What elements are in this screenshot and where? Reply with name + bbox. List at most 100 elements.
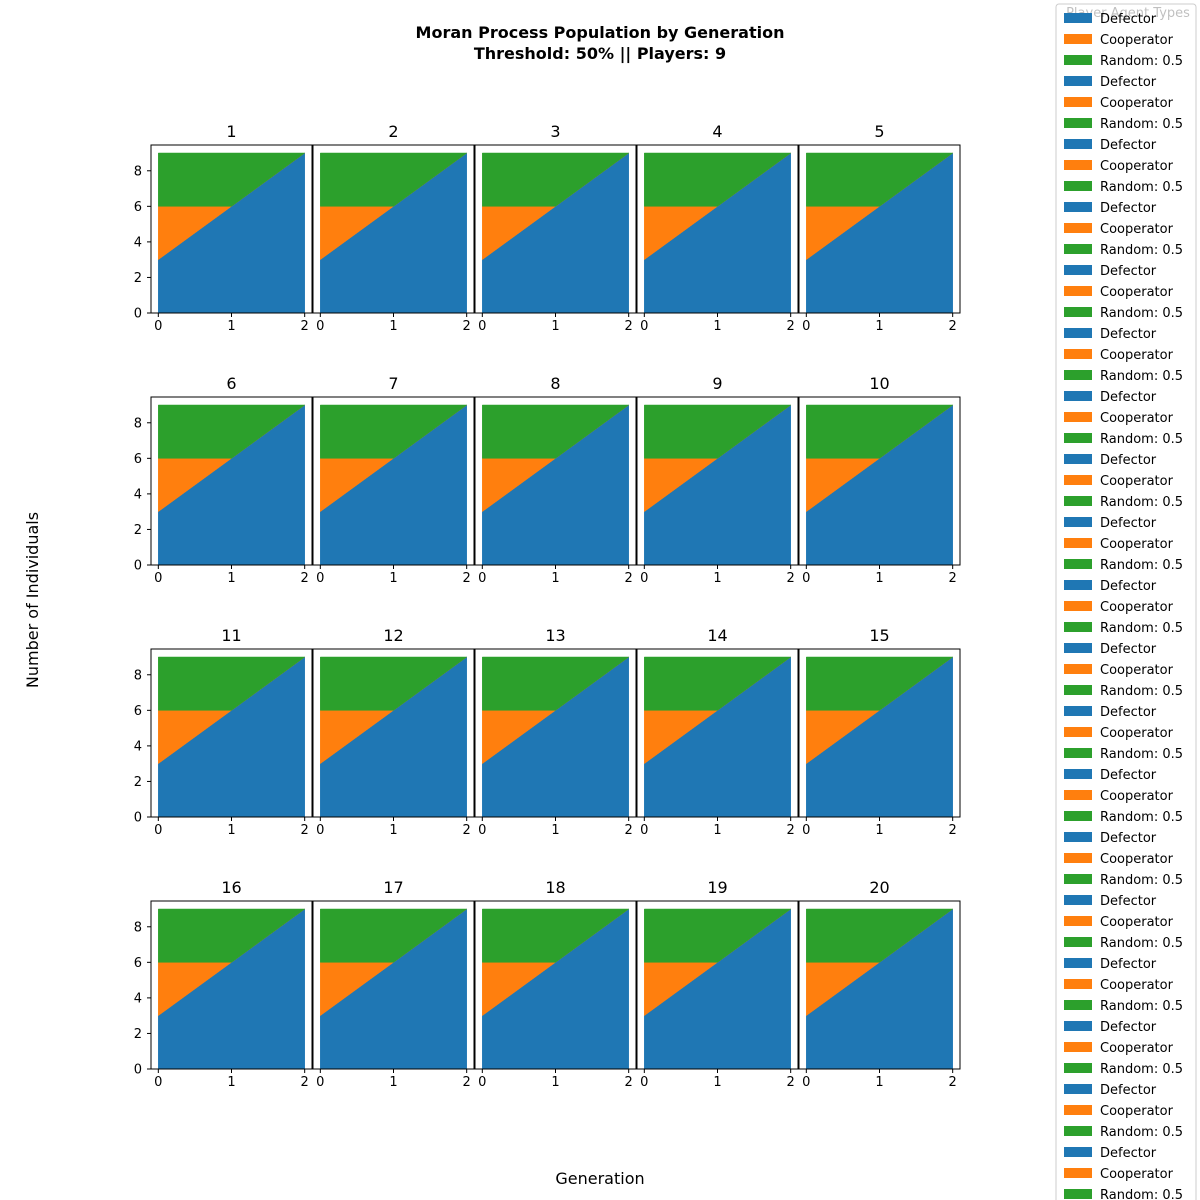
legend-swatch bbox=[1064, 811, 1092, 821]
panel-title: 10 bbox=[869, 374, 889, 393]
subplot-panel: 20 0 1 2 bbox=[798, 878, 961, 1090]
legend-entry: Cooperator bbox=[1064, 1041, 1174, 1056]
subplot-panel: 7 0 1 2 bbox=[312, 374, 475, 586]
legend-entry: Defector bbox=[1064, 138, 1157, 153]
x-tick-label: 1 bbox=[551, 571, 559, 586]
legend-label: Defector bbox=[1100, 453, 1157, 468]
legend-label: Cooperator bbox=[1100, 852, 1174, 867]
panel-title: 17 bbox=[383, 878, 403, 897]
subplot-panel: 3 0 1 2 bbox=[474, 122, 637, 334]
legend-swatch bbox=[1064, 139, 1092, 149]
legend-label: Defector bbox=[1100, 768, 1157, 783]
legend-label: Cooperator bbox=[1100, 1041, 1174, 1056]
legend-entry: Cooperator bbox=[1064, 663, 1174, 678]
legend-label: Cooperator bbox=[1100, 789, 1174, 804]
x-tick-label: 0 bbox=[640, 823, 648, 838]
legend-swatch bbox=[1064, 559, 1092, 569]
x-tick-label: 2 bbox=[787, 1075, 795, 1090]
legend-swatch bbox=[1064, 895, 1092, 905]
legend-entry: Defector bbox=[1064, 1146, 1157, 1161]
legend-label: Cooperator bbox=[1100, 1104, 1174, 1119]
panel-title: 4 bbox=[712, 122, 722, 141]
subplot-panel: 120 1 2 bbox=[312, 626, 475, 838]
y-tick-label: 2 bbox=[134, 271, 142, 286]
x-tick-label: 1 bbox=[875, 319, 883, 334]
legend-entry: Cooperator bbox=[1064, 96, 1174, 111]
legend-entry: Random: 0.5 bbox=[1064, 495, 1183, 510]
legend-swatch bbox=[1064, 1126, 1092, 1136]
panel-title: 6 bbox=[226, 374, 236, 393]
legend-entry: Defector bbox=[1064, 327, 1157, 342]
area-random-0-5 bbox=[644, 908, 792, 963]
legend-swatch bbox=[1064, 874, 1092, 884]
y-tick-label: 0 bbox=[134, 1063, 142, 1078]
y-axis-label: Number of Individuals bbox=[23, 512, 42, 688]
legend-label: Cooperator bbox=[1100, 159, 1174, 174]
legend-entry: Defector bbox=[1064, 12, 1157, 27]
legend-label: Defector bbox=[1100, 264, 1157, 279]
panel-title: 7 bbox=[388, 374, 398, 393]
x-tick-label: 1 bbox=[713, 823, 721, 838]
subplot-panel: 11 0 1 2 0 2 4 6 8 bbox=[134, 626, 313, 838]
x-tick-label: 1 bbox=[227, 823, 235, 838]
x-tick-label: 0 bbox=[640, 319, 648, 334]
area-random-0-5 bbox=[482, 656, 630, 711]
x-tick-label: 2 bbox=[625, 1075, 633, 1090]
legend-swatch bbox=[1064, 643, 1092, 653]
x-tick-label: 2 bbox=[301, 823, 309, 838]
x-tick-label: 2 bbox=[463, 571, 471, 586]
legend-swatch bbox=[1064, 244, 1092, 254]
legend-entry: Random: 0.5 bbox=[1064, 117, 1183, 132]
legend-label: Defector bbox=[1100, 894, 1157, 909]
x-tick-label: 0 bbox=[478, 1075, 486, 1090]
subplot-panel: 14 0 1 2 bbox=[636, 626, 799, 838]
subplot-panel: 6 0 1 2 0 2 4 6 8 bbox=[134, 374, 313, 586]
area-random-0-5 bbox=[158, 908, 306, 963]
x-tick-label: 0 bbox=[478, 319, 486, 334]
area-random-0-5 bbox=[806, 656, 954, 711]
legend-entry: Defector bbox=[1064, 768, 1157, 783]
x-tick-label: 1 bbox=[227, 571, 235, 586]
legend-title: Player Agent Types bbox=[1066, 6, 1190, 21]
legend-entry: Random: 0.5 bbox=[1064, 243, 1183, 258]
x-tick-label: 1 bbox=[551, 319, 559, 334]
subplot-panel: 16 0 1 2 0 2 4 6 8 bbox=[134, 878, 313, 1090]
legend-swatch bbox=[1064, 979, 1092, 989]
legend-swatch bbox=[1064, 202, 1092, 212]
legend-label: Cooperator bbox=[1100, 726, 1174, 741]
legend-label: Defector bbox=[1100, 1146, 1157, 1161]
x-tick-label: 0 bbox=[802, 571, 810, 586]
subplot-panel: 4 0 1 2 bbox=[636, 122, 799, 334]
legend-label: Cooperator bbox=[1100, 663, 1174, 678]
legend-label: Random: 0.5 bbox=[1100, 369, 1183, 384]
legend-label: Cooperator bbox=[1100, 915, 1174, 930]
legend-swatch bbox=[1064, 769, 1092, 779]
legend-label: Defector bbox=[1100, 1083, 1157, 1098]
legend-label: Random: 0.5 bbox=[1100, 936, 1183, 951]
x-tick-label: 1 bbox=[551, 823, 559, 838]
legend-label: Random: 0.5 bbox=[1100, 306, 1183, 321]
legend-entry: Random: 0.5 bbox=[1064, 306, 1183, 321]
legend-label: Random: 0.5 bbox=[1100, 873, 1183, 888]
legend-label: Defector bbox=[1100, 201, 1157, 216]
area-random-0-5 bbox=[158, 152, 306, 207]
x-tick-label: 2 bbox=[625, 319, 633, 334]
subplot-panel: 1 0 1 2 0 2 4 6 8 bbox=[134, 122, 313, 334]
legend-label: Random: 0.5 bbox=[1100, 747, 1183, 762]
area-random-0-5 bbox=[482, 404, 630, 459]
legend-swatch bbox=[1064, 1105, 1092, 1115]
legend-swatch bbox=[1064, 265, 1092, 275]
legend-entry: Defector bbox=[1064, 705, 1157, 720]
legend-label: Random: 0.5 bbox=[1100, 1188, 1183, 1200]
legend-label: Random: 0.5 bbox=[1100, 432, 1183, 447]
legend-entry: Cooperator bbox=[1064, 852, 1174, 867]
legend-label: Defector bbox=[1100, 831, 1157, 846]
area-random-0-5 bbox=[158, 404, 306, 459]
area-random-0-5 bbox=[644, 656, 792, 711]
x-tick-label: 1 bbox=[389, 571, 397, 586]
panel-title: 5 bbox=[874, 122, 884, 141]
legend-swatch bbox=[1064, 349, 1092, 359]
x-tick-label: 1 bbox=[713, 571, 721, 586]
area-random-0-5 bbox=[482, 152, 630, 207]
x-tick-label: 0 bbox=[640, 1075, 648, 1090]
